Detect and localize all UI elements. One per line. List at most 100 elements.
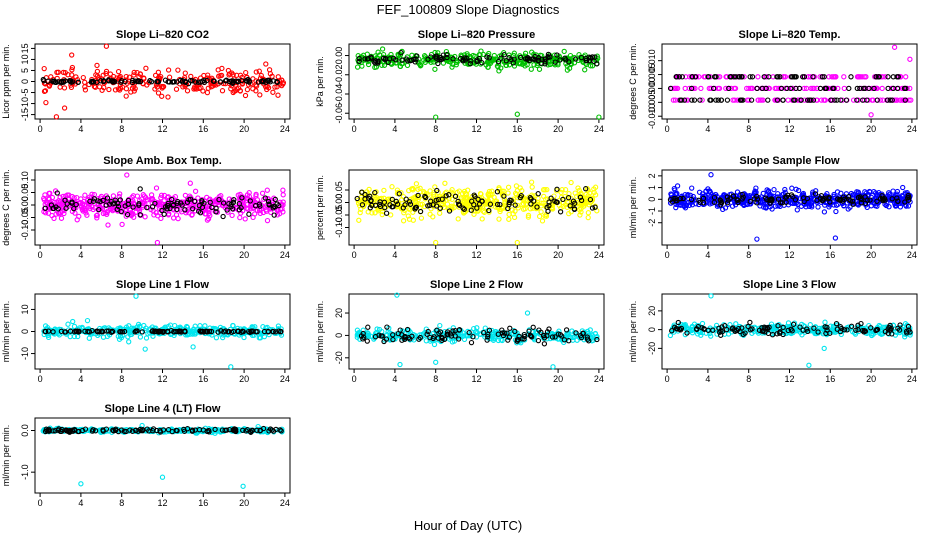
data-point [444,51,450,58]
data-point [806,362,812,368]
data-point [117,197,123,203]
data-point [381,187,387,194]
data-point [129,79,136,86]
y-tick-label: -0.10 [20,220,30,241]
panel-title: Slope Line 2 Flow [430,279,523,291]
data-point [154,239,161,246]
figure-title: FEF_100809 Slope Diagnostics [377,2,560,17]
data-point [514,111,520,117]
x-tick-label: 20 [239,250,249,260]
data-point [195,195,201,201]
data-point [57,84,63,90]
x-tick-label: 8 [119,124,124,134]
x-tick-label: 0 [38,498,43,508]
data-point [268,209,274,216]
data-point [100,78,107,85]
x-tick-label: 24 [907,374,917,384]
data-point [407,58,413,64]
x-tick-label: 8 [746,374,751,384]
data-point [245,206,251,212]
y-tick-label: 0 [20,329,30,334]
data-point [458,52,464,58]
data-point [582,67,588,73]
data-point [547,61,554,68]
data-point [589,63,596,69]
data-point [63,205,69,211]
data-point [804,97,811,103]
data-point [226,72,232,78]
data-point [718,97,724,103]
data-point [182,207,188,213]
data-point [692,74,699,80]
data-point [126,339,132,345]
data-point [60,69,67,76]
data-point [41,78,47,84]
data-point [264,217,271,224]
data-point [117,191,123,197]
x-tick-label: 0 [38,250,43,260]
x-tick-label: 12 [157,250,167,260]
data-point [559,187,565,193]
x-tick-label: 4 [705,250,710,260]
data-point [823,85,829,92]
data-point [676,74,683,80]
data-point [209,204,215,211]
data-point [495,61,502,67]
data-point [69,64,76,71]
data-point [514,202,521,209]
data-point [89,78,95,84]
data-point [715,97,721,103]
series-reference [42,186,282,220]
y-axis-label: percent per min. [315,175,325,240]
data-point [691,97,698,103]
x-tick-label: 0 [352,374,357,384]
series-line-flows [354,46,602,120]
data-point [152,200,158,207]
data-point [552,59,558,65]
y-axis-label: kPa per min. [315,56,325,107]
data-point [60,78,67,84]
data-point [821,74,827,80]
data-point [256,201,263,207]
data-point [873,74,879,80]
data-point [69,67,75,73]
data-point [179,79,186,85]
data-point [771,186,777,193]
data-point [538,60,544,66]
data-point [381,62,388,68]
data-point [791,97,797,103]
data-point [884,97,891,103]
data-point [422,203,428,210]
data-point [433,114,439,120]
x-tick-label: 4 [392,250,397,260]
data-point [100,210,107,217]
data-point [365,61,372,68]
data-point [140,192,146,198]
data-point [455,216,461,222]
data-point [774,97,781,103]
data-point [697,97,703,103]
data-point [132,78,138,84]
data-point [749,74,756,80]
data-point [56,211,62,217]
data-point [158,195,164,201]
data-point [902,97,908,103]
data-point [498,65,504,71]
data-point [220,213,226,220]
data-point [94,68,101,75]
data-point [433,359,439,365]
data-point [230,206,236,212]
data-point [831,85,837,92]
y-tick-label: -0.010 [647,103,657,129]
data-point [53,114,60,120]
series-line-flows [354,292,600,370]
data-point [754,85,760,92]
data-point [80,74,86,81]
data-point [379,62,385,68]
data-point [266,201,272,207]
data-point [69,79,76,85]
y-tick-label: -20 [334,351,344,364]
data-point [443,48,450,55]
